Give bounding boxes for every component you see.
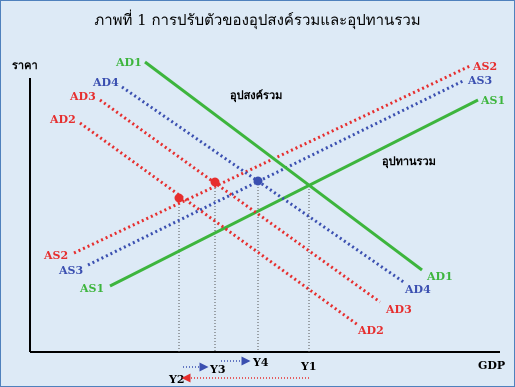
equilibrium-point-3 xyxy=(210,177,220,187)
ad1-curve xyxy=(144,60,423,272)
ad2-curve xyxy=(79,121,359,327)
label-ad3-bottom: AD3 xyxy=(385,303,412,316)
annotation-aggregate-supply: อุปทานรวม xyxy=(382,155,436,169)
label-ad1-top: AD1 xyxy=(115,56,142,69)
label-y2: Y2 xyxy=(168,373,185,386)
label-y3: Y3 xyxy=(209,363,226,376)
label-y4: Y4 xyxy=(252,356,269,369)
y-axis-label: ราคา xyxy=(12,59,38,72)
ad3-curve xyxy=(99,98,381,304)
as1-curve xyxy=(109,98,479,288)
annotation-aggregate-demand: อุปสงค์รวม xyxy=(230,89,282,103)
label-ad4-bottom: AD4 xyxy=(404,283,431,296)
equilibrium-point-2 xyxy=(174,193,184,203)
as3-curve xyxy=(87,78,466,267)
label-ad3-top: AD3 xyxy=(69,90,96,103)
label-as1-left: AS1 xyxy=(79,282,104,295)
label-ad2-bottom: AD2 xyxy=(357,324,384,337)
equilibrium-point-4 xyxy=(253,176,263,186)
label-as2-left: AS2 xyxy=(43,249,68,262)
label-y1: Y1 xyxy=(300,360,317,373)
x-axis-label: GDP xyxy=(478,359,505,372)
figure-title: ภาพที่ 1 การปรับตัวของอุปสงค์รวมและอุปทา… xyxy=(94,11,421,29)
label-ad4-top: AD4 xyxy=(92,76,119,89)
label-as1-right: AS1 xyxy=(480,94,505,107)
label-ad1-bottom: AD1 xyxy=(426,270,453,283)
label-as3-left: AS3 xyxy=(58,264,83,277)
label-as2-right: AS2 xyxy=(472,60,497,73)
label-ad2-top: AD2 xyxy=(49,113,76,126)
ad4-curve xyxy=(121,85,406,285)
label-as3-right: AS3 xyxy=(467,74,492,87)
